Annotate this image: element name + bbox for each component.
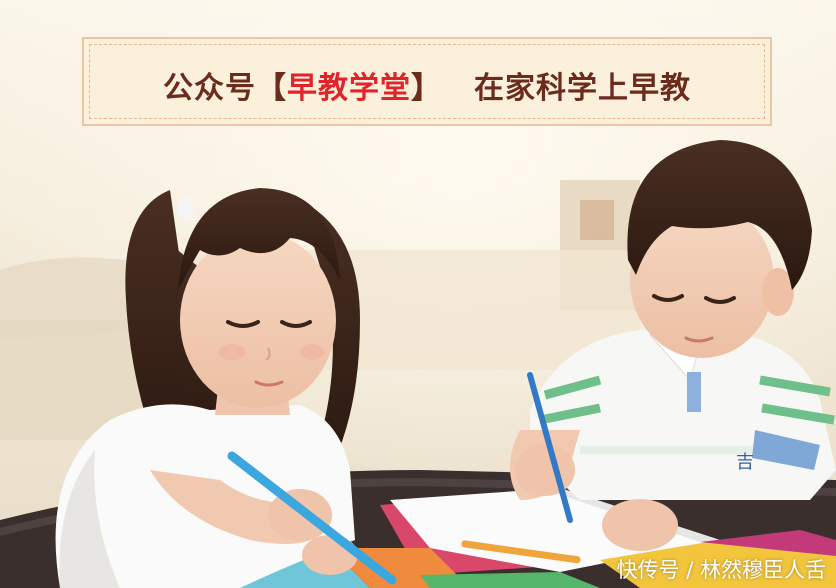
blue-pencil-boy [527,372,573,523]
boy-placket [687,372,701,412]
boy-sleeve-trim [752,430,820,470]
girl [55,188,360,588]
boy-hand-right [602,499,678,551]
girl-mouth [254,380,284,387]
white-paper [390,488,720,572]
title-banner: 公众号【早教学堂】 在家科学上早教 [82,37,772,126]
banner-account-name: 早教学堂 [287,71,411,106]
banner-prefix: 公众号【 [163,71,287,106]
girl-cheek-right [300,344,324,360]
orange-pencil [461,540,581,564]
girl-eye-right [280,320,312,328]
boy-shirt-mark: 吉 [736,452,754,473]
boy-eye-right [704,296,736,304]
boy-ear [762,268,794,316]
girl-pigtail-right [300,200,360,473]
girl-hand [268,489,332,541]
girl-eye-left [226,320,260,328]
boy-shirt-stripe-4 [761,403,835,425]
boy: 吉 [510,140,836,551]
boy-shirt-stripe-3 [759,375,831,397]
boy-shirt-stripe-1 [543,375,602,400]
green-paper [420,572,600,588]
girl-cheek [218,344,246,360]
magenta-paper [700,530,836,556]
girl-face [180,232,336,408]
girl-shirt-shade [59,450,120,588]
shelf-item [580,200,614,240]
banner-suffix: 】 [411,71,442,106]
boy-hair [627,140,812,290]
boy-face [630,202,774,358]
watermark: 快传号 / 林然穆臣人舌 [616,558,826,582]
boy-hand-left [515,444,575,496]
girl-pigtail-left [125,190,190,468]
boy-mouth [684,336,714,343]
blue-pencil-girl [227,451,397,585]
girl-left-hand [302,535,358,575]
banner-slogan: 在家科学上早教 [474,71,691,106]
yellow-paper [600,540,836,588]
boy-shirt-stripe-2 [539,403,601,425]
sofa [0,257,160,340]
banner-dashed-border [89,44,765,119]
girl-bangs [178,188,340,290]
girl-nose [265,347,271,361]
boy-eye-left [652,294,684,302]
girl-hair-tie [178,196,194,220]
banner-title: 公众号【早教学堂】 在家科学上早教 [84,63,770,107]
